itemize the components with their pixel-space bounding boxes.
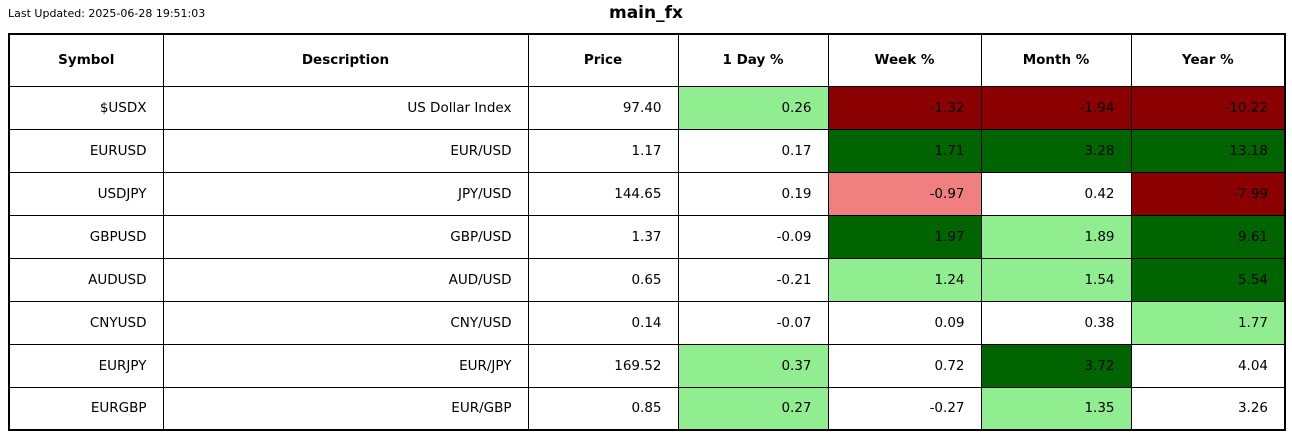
- cell-symbol: CNYUSD: [8, 300, 164, 345]
- cell-1-day-: 0.17: [677, 128, 829, 173]
- cell-week-: -0.27: [827, 386, 982, 431]
- table-row: GBPUSD GBP/USD 1.37 -0.09 1.97 1.89 9.61: [8, 214, 1286, 259]
- cell-symbol: EURUSD: [8, 128, 164, 173]
- column-header-price: Price: [527, 33, 679, 87]
- cell-year-: -10.22: [1130, 85, 1286, 130]
- column-header-month-: Month %: [980, 33, 1132, 87]
- cell-1-day-: -0.07: [677, 300, 829, 345]
- cell-symbol: $USDX: [8, 85, 164, 130]
- table-row: USDJPY JPY/USD 144.65 0.19 -0.97 0.42 -7.99: [8, 171, 1286, 216]
- column-header-1-day-: 1 Day %: [677, 33, 829, 87]
- cell-month-: 1.35: [980, 386, 1132, 431]
- cell-1-day-: 0.27: [677, 386, 829, 431]
- table-row: CNYUSD CNY/USD 0.14 -0.07 0.09 0.38 1.77: [8, 300, 1286, 345]
- cell-week-: -0.97: [827, 171, 982, 216]
- cell-description: GBP/USD: [162, 214, 529, 259]
- cell-year-: 13.18: [1130, 128, 1286, 173]
- cell-week-: 1.71: [827, 128, 982, 173]
- cell-symbol: GBPUSD: [8, 214, 164, 259]
- cell-year-: 3.26: [1130, 386, 1286, 431]
- cell-symbol: USDJPY: [8, 171, 164, 216]
- cell-year-: 4.04: [1130, 343, 1286, 388]
- cell-month-: 1.54: [980, 257, 1132, 302]
- cell-year-: 1.77: [1130, 300, 1286, 345]
- cell-1-day-: -0.21: [677, 257, 829, 302]
- cell-1-day-: -0.09: [677, 214, 829, 259]
- cell-symbol: EURJPY: [8, 343, 164, 388]
- cell-year-: -7.99: [1130, 171, 1286, 216]
- cell-price: 0.14: [527, 300, 679, 345]
- cell-price: 97.40: [527, 85, 679, 130]
- cell-week-: 1.97: [827, 214, 982, 259]
- cell-description: JPY/USD: [162, 171, 529, 216]
- page-title: main_fx: [609, 3, 683, 23]
- cell-description: CNY/USD: [162, 300, 529, 345]
- cell-description: EUR/USD: [162, 128, 529, 173]
- cell-price: 1.17: [527, 128, 679, 173]
- cell-week-: 1.24: [827, 257, 982, 302]
- fx-table: Symbol Description Price 1 Day % Week % Month…: [8, 33, 1286, 431]
- cell-month-: 3.28: [980, 128, 1132, 173]
- cell-symbol: EURGBP: [8, 386, 164, 431]
- cell-description: AUD/USD: [162, 257, 529, 302]
- cell-symbol: AUDUSD: [8, 257, 164, 302]
- cell-week-: -1.32: [827, 85, 982, 130]
- cell-month-: 1.89: [980, 214, 1132, 259]
- cell-1-day-: 0.19: [677, 171, 829, 216]
- cell-year-: 5.54: [1130, 257, 1286, 302]
- cell-month-: 3.72: [980, 343, 1132, 388]
- column-header-week-: Week %: [827, 33, 982, 87]
- column-header-year-: Year %: [1130, 33, 1286, 87]
- last-updated-timestamp: Last Updated: 2025-06-28 19:51:03: [8, 7, 206, 20]
- cell-year-: 9.61: [1130, 214, 1286, 259]
- fx-table-body: $USDX US Dollar Index 97.40 0.26 -1.32 -1.94-…: [8, 85, 1286, 431]
- cell-price: 0.85: [527, 386, 679, 431]
- cell-week-: 0.72: [827, 343, 982, 388]
- table-row: EURJPY EUR/JPY 169.52 0.37 0.72 3.72 4.04: [8, 343, 1286, 388]
- fx-table-header: Symbol Description Price 1 Day % Week % Month…: [8, 33, 1286, 87]
- cell-description: US Dollar Index: [162, 85, 529, 130]
- cell-price: 144.65: [527, 171, 679, 216]
- cell-month-: 0.38: [980, 300, 1132, 345]
- cell-1-day-: 0.37: [677, 343, 829, 388]
- cell-month-: 0.42: [980, 171, 1132, 216]
- table-row: EURGBP EUR/GBP 0.85 0.27 -0.27 1.35 3.26: [8, 386, 1286, 431]
- cell-description: EUR/JPY: [162, 343, 529, 388]
- cell-week-: 0.09: [827, 300, 982, 345]
- cell-description: EUR/GBP: [162, 386, 529, 431]
- cell-1-day-: 0.26: [677, 85, 829, 130]
- column-header-symbol: Symbol: [8, 33, 164, 87]
- table-row: $USDX US Dollar Index 97.40 0.26 -1.32 -1.94-…: [8, 85, 1286, 130]
- cell-price: 169.52: [527, 343, 679, 388]
- header-row: Symbol Description Price 1 Day % Week % Month…: [8, 33, 1286, 87]
- cell-month-: -1.94: [980, 85, 1132, 130]
- table-row: EURUSD EUR/USD 1.17 0.17 1.71 3.28 13.18: [8, 128, 1286, 173]
- column-header-description: Description: [162, 33, 529, 87]
- cell-price: 0.65: [527, 257, 679, 302]
- table-row: AUDUSD AUD/USD 0.65 -0.21 1.24 1.54 5.54: [8, 257, 1286, 302]
- cell-price: 1.37: [527, 214, 679, 259]
